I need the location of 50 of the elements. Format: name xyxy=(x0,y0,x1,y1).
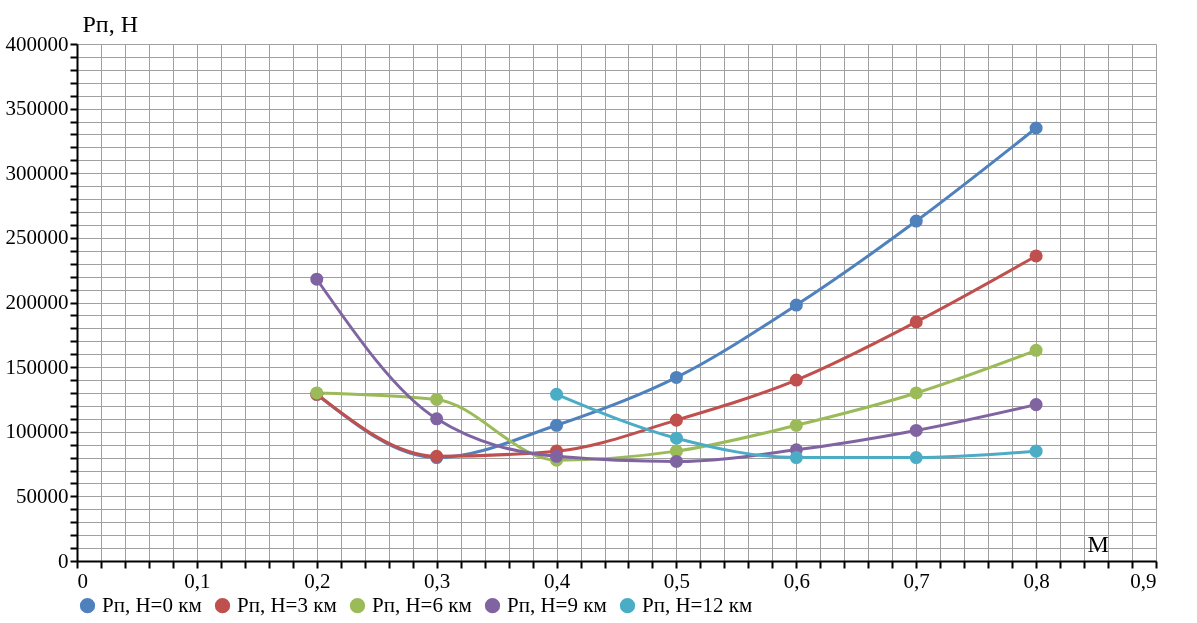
point xyxy=(1029,121,1043,135)
point xyxy=(430,412,444,426)
legend-label: Рп, Н=9 км xyxy=(507,592,607,617)
x-tick-label: 0,4 xyxy=(543,568,571,593)
y-tick-label: 250000 xyxy=(5,225,69,250)
point xyxy=(789,298,803,312)
point xyxy=(310,272,324,286)
point xyxy=(669,454,683,468)
y-tick-label: 50000 xyxy=(16,483,69,508)
point xyxy=(1029,343,1043,357)
point xyxy=(789,373,803,387)
point xyxy=(909,386,923,400)
y-tick-label: 0 xyxy=(58,548,69,573)
point xyxy=(669,413,683,427)
x-tick-label: 0,8 xyxy=(1023,568,1050,593)
point xyxy=(909,423,923,437)
point xyxy=(1029,249,1043,263)
point xyxy=(789,418,803,432)
y-tick-label: 100000 xyxy=(5,419,69,444)
point xyxy=(1029,444,1043,458)
point xyxy=(430,392,444,406)
x-tick-label: 0,3 xyxy=(424,568,451,593)
x-tick-label: 0,2 xyxy=(304,568,331,593)
x-tick-label: 0,9 xyxy=(1130,568,1157,593)
point xyxy=(789,451,803,465)
y-tick-label: 350000 xyxy=(5,96,69,121)
point xyxy=(909,315,923,329)
legend-label: Рп, Н=12 км xyxy=(642,592,753,617)
x-tick-label: 0,6 xyxy=(783,568,810,593)
point xyxy=(669,431,683,445)
point xyxy=(550,449,564,463)
y-tick-label: 400000 xyxy=(5,31,69,56)
y-axis-title: Pп, Н xyxy=(82,10,139,37)
point xyxy=(909,451,923,465)
point xyxy=(669,370,683,384)
legend-label: Рп, Н=0 км xyxy=(102,592,202,617)
point xyxy=(1029,398,1043,412)
y-tick-label: 150000 xyxy=(5,354,69,379)
point xyxy=(909,214,923,228)
point xyxy=(550,418,564,432)
x-tick-label: 0,1 xyxy=(184,568,211,593)
x-tick-label: 0 xyxy=(77,568,88,593)
y-tick-label: 200000 xyxy=(5,290,69,314)
x-axis-title: М xyxy=(1087,530,1109,557)
legend-label: Рп, Н=3 км xyxy=(237,592,337,617)
x-tick-label: 0,7 xyxy=(903,568,930,593)
x-tick-label: 0,5 xyxy=(663,568,691,593)
y-tick-label: 300000 xyxy=(5,160,69,185)
legend-label: Рп, Н=6 км xyxy=(372,592,472,617)
point xyxy=(550,387,564,401)
